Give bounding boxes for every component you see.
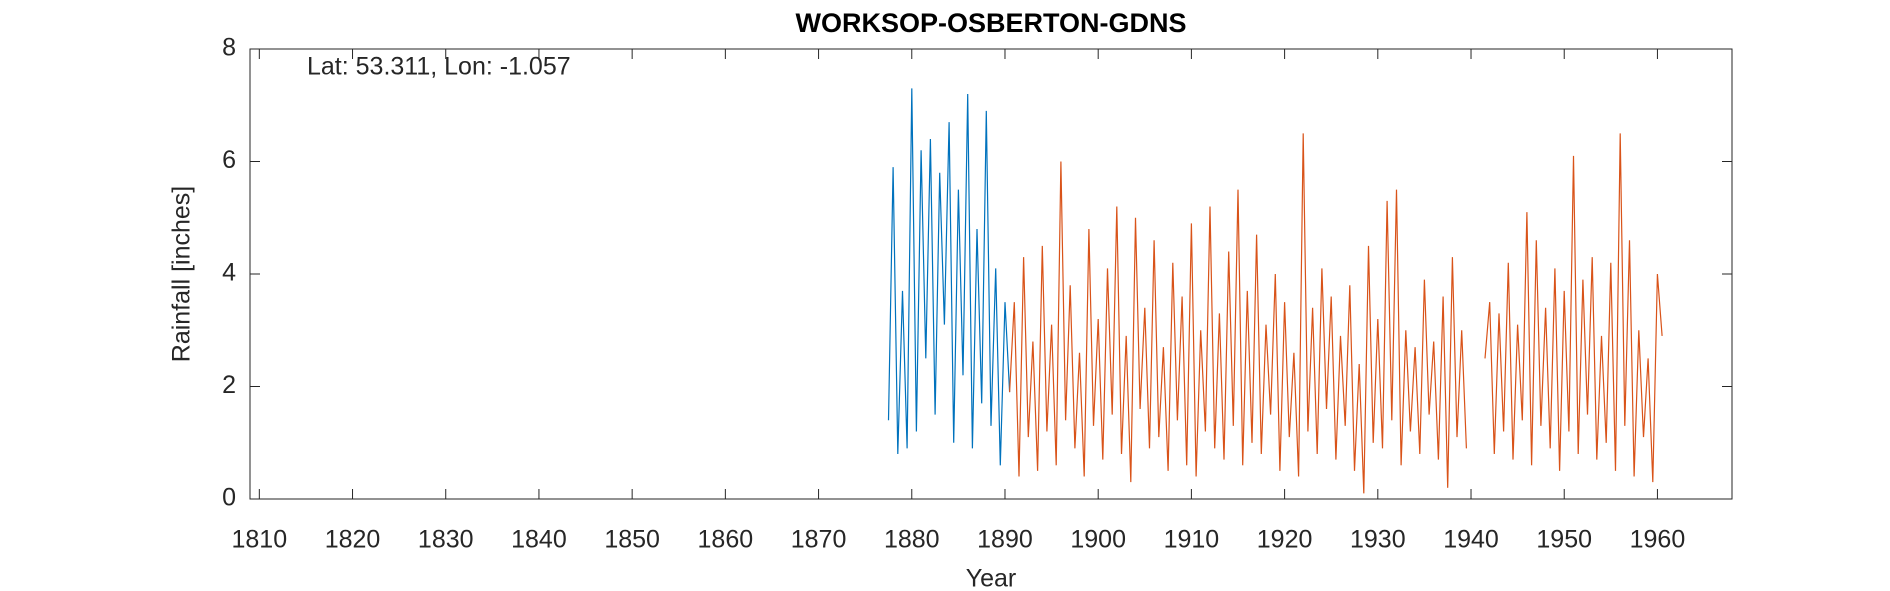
x-tick-label: 1840 <box>511 526 567 554</box>
y-axis-label: Rainfall [inches] <box>168 186 196 362</box>
x-tick-label: 1820 <box>325 526 381 554</box>
y-tick-label: 6 <box>222 146 236 174</box>
y-tick-label: 0 <box>222 484 236 512</box>
x-tick-label: 1910 <box>1164 526 1220 554</box>
x-tick-label: 1960 <box>1630 526 1686 554</box>
x-tick-label: 1890 <box>977 526 1033 554</box>
x-tick-label: 1900 <box>1070 526 1126 554</box>
x-tick-label: 1880 <box>884 526 940 554</box>
x-tick-label: 1940 <box>1443 526 1499 554</box>
x-tick-label: 1930 <box>1350 526 1406 554</box>
axes-box <box>249 48 1733 500</box>
x-tick-label: 1830 <box>418 526 474 554</box>
x-tick-label: 1860 <box>698 526 754 554</box>
x-tick-label: 1810 <box>232 526 288 554</box>
chart-title: WORKSOP-OSBERTON-GDNS <box>795 8 1186 38</box>
y-tick-label: 4 <box>222 259 236 287</box>
y-tick-label: 2 <box>222 371 236 399</box>
x-tick-label: 1920 <box>1257 526 1313 554</box>
series-line <box>887 88 1011 466</box>
x-axis-label: Year <box>966 565 1017 591</box>
annotation: Lat: 53.311, Lon: -1.057 <box>307 53 571 81</box>
x-tick-label: 1870 <box>791 526 847 554</box>
x-tick-label: 1850 <box>604 526 660 554</box>
series-line <box>1009 133 1663 494</box>
x-tick-label: 1950 <box>1536 526 1592 554</box>
y-tick-label: 8 <box>222 34 236 62</box>
